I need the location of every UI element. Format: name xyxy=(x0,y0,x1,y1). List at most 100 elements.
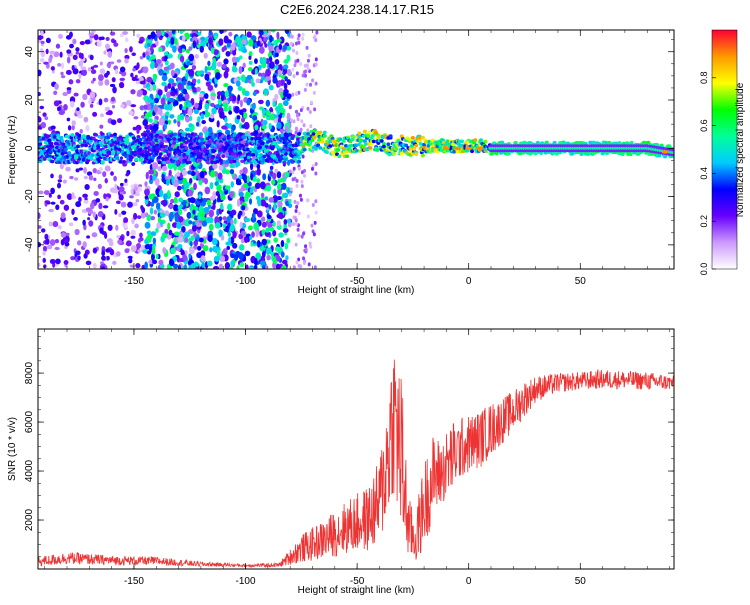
noise-blob xyxy=(254,182,261,190)
noise-blob xyxy=(75,47,80,52)
noise-blob xyxy=(279,79,285,86)
noise-blob xyxy=(234,105,240,114)
noise-blob xyxy=(314,171,318,176)
noise-blob xyxy=(181,169,188,176)
noise-blob xyxy=(268,226,275,232)
noise-blob xyxy=(135,262,141,269)
signal-blob xyxy=(200,137,205,142)
noise-blob xyxy=(78,196,82,203)
noise-blob xyxy=(173,204,179,212)
noise-blob xyxy=(116,235,121,239)
noise-blob xyxy=(144,261,148,269)
noise-blob xyxy=(69,175,74,180)
noise-blob xyxy=(158,108,163,116)
noise-blob xyxy=(239,169,243,175)
noise-blob xyxy=(289,129,293,134)
noise-blob xyxy=(271,179,276,185)
noise-blob xyxy=(297,40,301,45)
noise-blob xyxy=(295,71,299,76)
noise-blob xyxy=(65,166,71,172)
noise-blob xyxy=(83,199,89,204)
noise-blob xyxy=(57,194,61,200)
noise-blob xyxy=(188,253,192,259)
noise-blob xyxy=(146,54,150,60)
noise-blob xyxy=(69,43,74,49)
signal-blob xyxy=(60,138,65,143)
noise-blob xyxy=(312,90,316,95)
noise-blob xyxy=(177,205,182,210)
noise-blob xyxy=(206,260,213,267)
noise-blob xyxy=(136,128,140,134)
noise-blob xyxy=(38,190,44,195)
noise-blob xyxy=(264,202,269,208)
snr-x-tick-label: 50 xyxy=(575,576,587,587)
noise-blob xyxy=(276,183,282,191)
noise-blob xyxy=(49,50,56,55)
noise-blob xyxy=(71,192,75,198)
noise-blob xyxy=(213,49,219,55)
noise-blob xyxy=(168,97,175,103)
signal-blob xyxy=(336,148,341,152)
signal-blob xyxy=(131,136,136,140)
noise-blob xyxy=(301,154,305,159)
noise-blob xyxy=(38,92,41,97)
noise-blob xyxy=(305,82,309,87)
signal-blob xyxy=(52,135,57,139)
signal-blob xyxy=(260,160,265,165)
noise-blob xyxy=(149,174,153,181)
noise-blob xyxy=(64,242,70,247)
noise-blob xyxy=(150,54,156,60)
noise-blob xyxy=(146,86,151,91)
noise-blob xyxy=(165,111,170,116)
noise-blob xyxy=(288,198,292,204)
noise-blob xyxy=(152,123,159,132)
noise-blob xyxy=(218,38,224,46)
noise-blob xyxy=(115,251,121,257)
noise-blob xyxy=(310,223,314,228)
noise-blob xyxy=(66,193,73,200)
noise-blob xyxy=(58,110,65,116)
noise-blob xyxy=(112,260,117,265)
noise-blob xyxy=(134,223,139,229)
noise-blob xyxy=(313,265,317,269)
noise-blob xyxy=(296,58,300,63)
noise-blob xyxy=(281,265,287,269)
noise-blob xyxy=(247,67,253,72)
noise-blob xyxy=(52,221,59,228)
noise-blob xyxy=(160,30,165,37)
noise-blob xyxy=(259,181,266,190)
noise-blob xyxy=(242,173,248,182)
noise-blob xyxy=(71,208,75,215)
noise-blob xyxy=(261,124,267,130)
noise-blob xyxy=(152,259,158,265)
noise-blob xyxy=(301,73,305,78)
noise-blob xyxy=(232,242,238,249)
noise-blob xyxy=(134,191,140,197)
noise-blob xyxy=(284,242,289,250)
noise-blob xyxy=(295,178,299,183)
noise-blob xyxy=(197,245,202,251)
noise-blob xyxy=(76,240,82,246)
noise-blob xyxy=(133,185,139,192)
noise-blob xyxy=(179,55,185,63)
noise-blob xyxy=(119,77,126,81)
noise-blob xyxy=(120,201,127,208)
noise-blob xyxy=(218,263,224,269)
noise-blob xyxy=(136,243,142,249)
noise-blob xyxy=(57,62,62,67)
colorbar-tick-label: 0.4 xyxy=(699,167,709,180)
noise-blob xyxy=(271,172,277,180)
noise-blob xyxy=(252,91,257,96)
noise-blob xyxy=(130,188,134,196)
noise-blob xyxy=(124,58,129,64)
noise-blob xyxy=(220,202,224,211)
noise-blob xyxy=(299,197,303,202)
noise-blob xyxy=(274,93,279,101)
signal-blob xyxy=(211,155,216,159)
signal-peak xyxy=(476,146,484,151)
noise-blob xyxy=(100,36,105,41)
noise-blob xyxy=(280,108,286,114)
spectrogram-y-tick-label: 20 xyxy=(24,94,35,106)
noise-blob xyxy=(84,249,90,255)
